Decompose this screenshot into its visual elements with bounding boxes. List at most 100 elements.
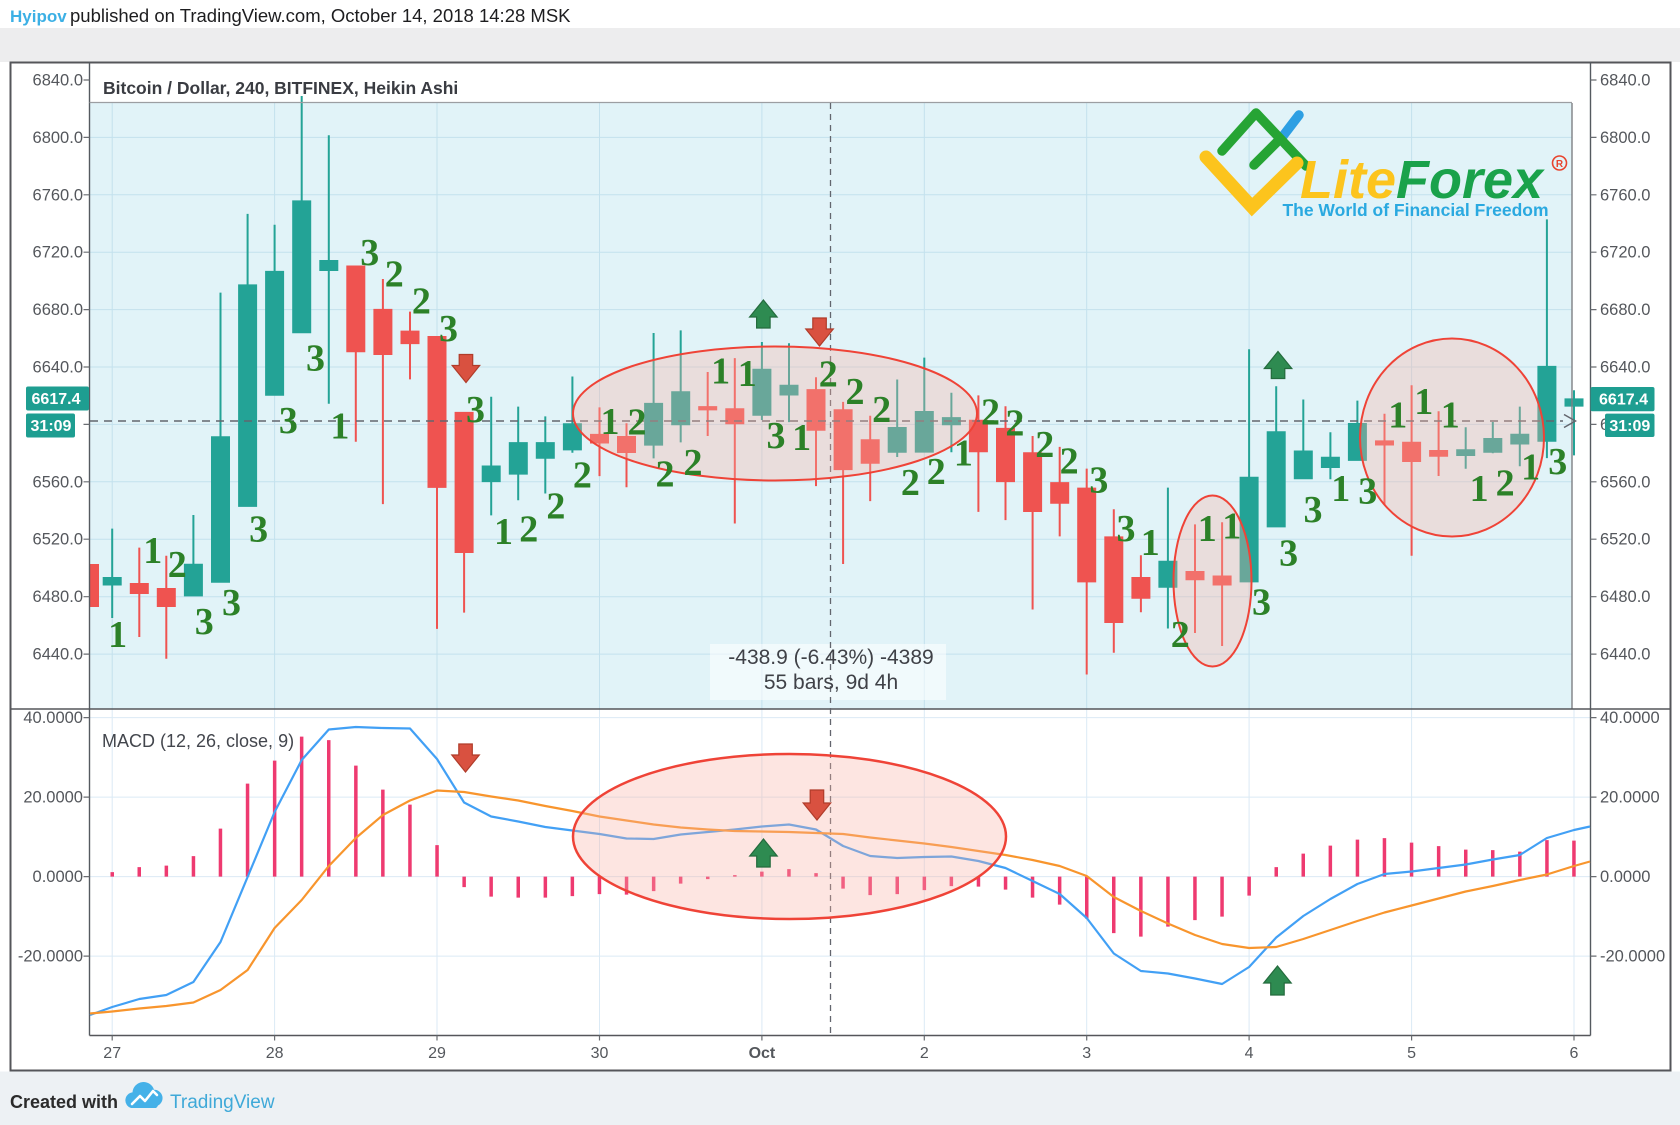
svg-text:0.0000: 0.0000	[1600, 868, 1650, 886]
svg-text:2: 2	[385, 254, 404, 296]
svg-text:1: 1	[494, 511, 513, 553]
svg-text:1: 1	[711, 350, 730, 392]
svg-text:1: 1	[601, 401, 620, 443]
svg-text:3: 3	[1082, 1045, 1091, 1062]
svg-text:Hyipov: Hyipov	[10, 7, 67, 26]
svg-text:2: 2	[573, 455, 592, 497]
svg-text:6480.0: 6480.0	[1600, 588, 1650, 606]
svg-text:6480.0: 6480.0	[33, 588, 83, 606]
svg-text:3: 3	[195, 601, 214, 643]
svg-text:3: 3	[1089, 459, 1108, 501]
svg-text:2: 2	[846, 371, 865, 413]
svg-text:6760.0: 6760.0	[1600, 186, 1650, 204]
svg-text:3: 3	[1279, 533, 1298, 575]
svg-text:1: 1	[1141, 522, 1160, 564]
svg-text:27: 27	[103, 1045, 121, 1062]
svg-text:1: 1	[792, 417, 811, 459]
svg-text:TradingView: TradingView	[170, 1092, 275, 1113]
svg-text:2: 2	[1171, 614, 1190, 656]
svg-text:1: 1	[1470, 468, 1489, 510]
svg-text:2: 2	[1005, 403, 1024, 445]
svg-text:6720.0: 6720.0	[33, 244, 83, 262]
svg-text:3: 3	[306, 338, 325, 380]
svg-text:6440.0: 6440.0	[1600, 646, 1650, 664]
svg-text:2: 2	[872, 389, 891, 431]
svg-text:6640.0: 6640.0	[33, 359, 83, 377]
svg-text:1: 1	[1414, 381, 1433, 423]
svg-text:Created with: Created with	[10, 1092, 118, 1112]
svg-text:1: 1	[143, 530, 162, 572]
svg-text:3: 3	[279, 400, 298, 442]
svg-text:4: 4	[1245, 1045, 1254, 1062]
svg-text:2: 2	[1496, 463, 1515, 505]
svg-text:6680.0: 6680.0	[33, 301, 83, 319]
svg-text:2: 2	[1035, 424, 1054, 466]
svg-text:3: 3	[249, 509, 268, 551]
svg-text:6840.0: 6840.0	[33, 72, 83, 90]
svg-text:20.0000: 20.0000	[23, 789, 83, 807]
svg-text:R: R	[1556, 159, 1564, 170]
svg-text:40.0000: 40.0000	[23, 709, 83, 727]
svg-text:2: 2	[927, 451, 946, 493]
svg-text:28: 28	[266, 1045, 284, 1062]
svg-text:40.0000: 40.0000	[1600, 709, 1660, 727]
svg-text:1: 1	[330, 406, 349, 448]
svg-text:6617.4: 6617.4	[32, 391, 81, 408]
svg-text:-20.0000: -20.0000	[18, 948, 83, 966]
svg-text:2: 2	[412, 281, 431, 323]
svg-text:3: 3	[222, 582, 241, 624]
svg-text:3: 3	[1252, 581, 1271, 623]
svg-text:6720.0: 6720.0	[1600, 244, 1650, 262]
svg-text:6: 6	[1570, 1045, 1579, 1062]
svg-text:6800.0: 6800.0	[33, 129, 83, 147]
svg-text:published on TradingView.com,: published on TradingView.com, October 14…	[70, 5, 571, 26]
svg-text:2: 2	[819, 354, 838, 396]
svg-text:1: 1	[1331, 468, 1350, 510]
svg-text:3: 3	[466, 389, 485, 431]
svg-text:5: 5	[1407, 1045, 1416, 1062]
svg-text:2: 2	[1060, 440, 1079, 482]
svg-text:6560.0: 6560.0	[1600, 473, 1650, 491]
svg-text:6640.0: 6640.0	[1600, 359, 1650, 377]
svg-text:6680.0: 6680.0	[1600, 301, 1650, 319]
svg-text:2: 2	[981, 392, 1000, 434]
svg-text:LiteForex: LiteForex	[1300, 150, 1545, 210]
svg-text:20.0000: 20.0000	[1600, 789, 1660, 807]
svg-text:31:09: 31:09	[1609, 418, 1650, 435]
svg-text:1: 1	[1222, 506, 1241, 548]
svg-text:6560.0: 6560.0	[33, 473, 83, 491]
svg-text:-438.9 (-6.43%) -4389: -438.9 (-6.43%) -4389	[728, 646, 933, 669]
svg-text:1: 1	[1198, 508, 1217, 550]
svg-text:1: 1	[954, 432, 973, 474]
svg-text:2: 2	[901, 462, 920, 504]
svg-text:3: 3	[1304, 489, 1323, 531]
svg-text:30: 30	[591, 1045, 609, 1062]
svg-text:6520.0: 6520.0	[1600, 531, 1650, 549]
svg-text:2: 2	[656, 453, 675, 495]
svg-text:MACD (12, 26, close, 9): MACD (12, 26, close, 9)	[102, 731, 294, 751]
svg-text:1: 1	[108, 614, 127, 656]
svg-text:2: 2	[546, 486, 565, 528]
svg-text:3: 3	[1117, 508, 1136, 550]
svg-text:Oct: Oct	[749, 1045, 776, 1062]
svg-text:2: 2	[628, 402, 647, 444]
svg-text:55 bars, 9d 4h: 55 bars, 9d 4h	[764, 671, 898, 694]
svg-text:-20.0000: -20.0000	[1600, 948, 1665, 966]
svg-text:Bitcoin / Dollar, 240, BITFINE: Bitcoin / Dollar, 240, BITFINEX, Heikin …	[103, 78, 458, 98]
svg-text:2: 2	[920, 1045, 929, 1062]
svg-text:2: 2	[168, 544, 187, 586]
svg-text:6617.4: 6617.4	[1599, 392, 1648, 409]
svg-text:0.0000: 0.0000	[33, 868, 83, 886]
svg-text:1: 1	[1441, 395, 1460, 437]
svg-text:6440.0: 6440.0	[33, 646, 83, 664]
svg-text:2: 2	[519, 509, 538, 551]
svg-text:3: 3	[439, 308, 458, 350]
svg-text:2: 2	[684, 442, 703, 484]
svg-text:1: 1	[1388, 395, 1407, 437]
svg-text:29: 29	[428, 1045, 446, 1062]
svg-text:3: 3	[1358, 471, 1377, 513]
svg-text:6840.0: 6840.0	[1600, 72, 1650, 90]
svg-text:6520.0: 6520.0	[33, 531, 83, 549]
svg-text:The World of Financial Freedom: The World of Financial Freedom	[1282, 200, 1548, 220]
svg-text:3: 3	[360, 232, 379, 274]
